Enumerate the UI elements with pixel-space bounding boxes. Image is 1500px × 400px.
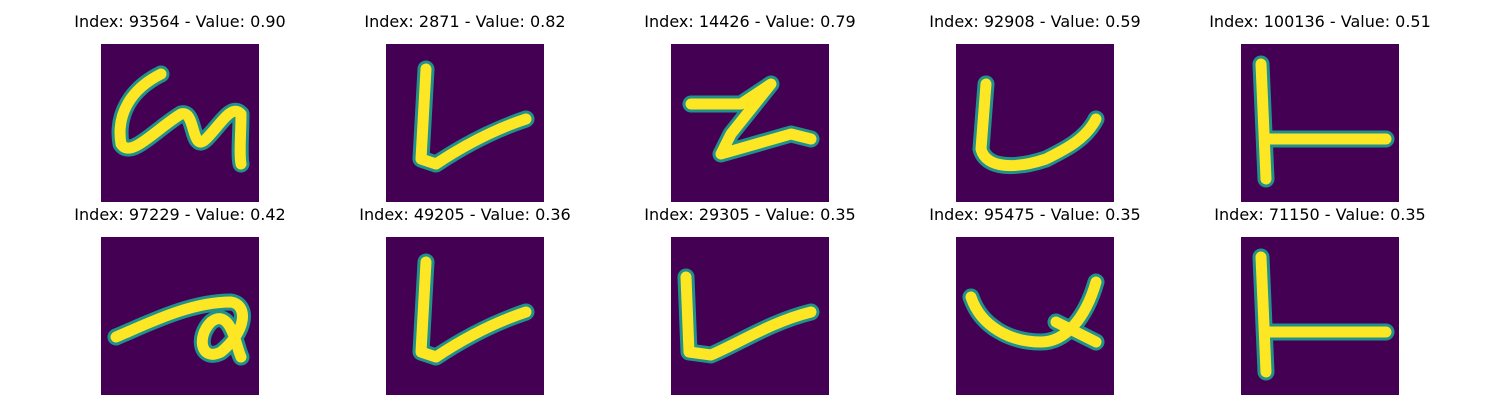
glyph-stroke — [975, 78, 1102, 172]
panel-title: Index: 2871 - Value: 0.82 — [364, 12, 566, 31]
handwritten-glyph-image — [101, 44, 259, 202]
panel-title: Index: 95475 - Value: 0.35 — [929, 205, 1141, 224]
image-panel: Index: 100136 - Value: 0.51 — [1190, 10, 1450, 202]
handwritten-glyph-image — [1241, 237, 1399, 395]
glyph-stroke — [415, 63, 532, 170]
glyph-stroke — [1255, 58, 1392, 185]
image-panel: Index: 29305 - Value: 0.35 — [620, 203, 880, 395]
image-panel: Index: 93564 - Value: 0.90 — [50, 10, 310, 202]
handwritten-glyph-image — [386, 44, 544, 202]
image-panel: Index: 97229 - Value: 0.42 — [50, 203, 310, 395]
handwritten-glyph-image — [671, 44, 829, 202]
image-panel: Index: 71150 - Value: 0.35 — [1190, 203, 1450, 395]
glyph-stroke — [1255, 251, 1392, 378]
panel-title: Index: 14426 - Value: 0.79 — [644, 12, 856, 31]
glyph-stroke — [110, 296, 248, 363]
image-panel: Index: 95475 - Value: 0.35 — [905, 203, 1165, 395]
handwritten-glyph-image — [671, 237, 829, 395]
glyph-stroke — [685, 78, 817, 160]
handwritten-glyph-image — [1241, 44, 1399, 202]
panel-title: Index: 71150 - Value: 0.35 — [1214, 205, 1426, 224]
image-panel: Index: 14426 - Value: 0.79 — [620, 10, 880, 202]
panel-title: Index: 29305 - Value: 0.35 — [644, 205, 856, 224]
glyph-stroke — [415, 256, 532, 363]
handwritten-glyph-image — [386, 237, 544, 395]
panel-title: Index: 93564 - Value: 0.90 — [74, 12, 286, 31]
image-panel: Index: 92908 - Value: 0.59 — [905, 10, 1165, 202]
glyph-stroke — [965, 276, 1102, 348]
handwritten-glyph-image — [101, 237, 259, 395]
panel-title: Index: 100136 - Value: 0.51 — [1209, 12, 1431, 31]
panel-title: Index: 97229 - Value: 0.42 — [74, 205, 286, 224]
panel-title: Index: 49205 - Value: 0.36 — [359, 205, 571, 224]
image-panel: Index: 49205 - Value: 0.36 — [335, 203, 595, 395]
panel-title: Index: 92908 - Value: 0.59 — [929, 12, 1141, 31]
glyph-stroke — [680, 271, 817, 361]
handwritten-glyph-image — [956, 44, 1114, 202]
handwritten-glyph-image — [956, 237, 1114, 395]
image-panel: Index: 2871 - Value: 0.82 — [335, 10, 595, 202]
glyph-stroke — [114, 68, 247, 170]
